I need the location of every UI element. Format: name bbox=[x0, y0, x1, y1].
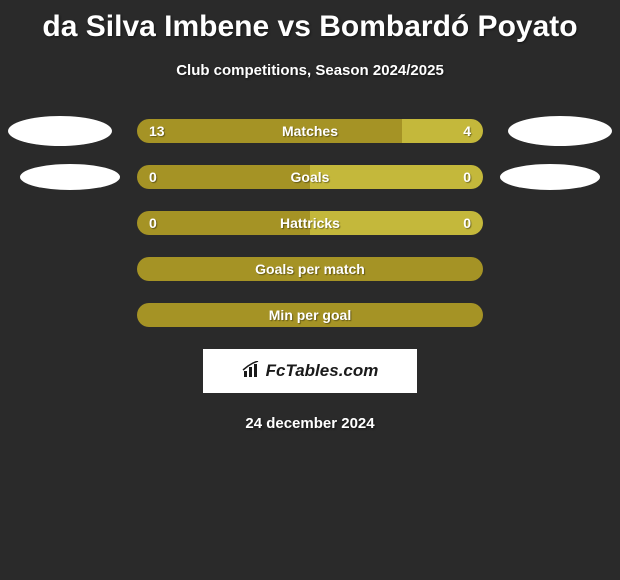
player1-avatar bbox=[20, 164, 120, 190]
subtitle: Club competitions, Season 2024/2025 bbox=[176, 62, 444, 79]
stat-row: Goals per match bbox=[0, 257, 620, 281]
stat-right-value: 0 bbox=[310, 165, 483, 189]
logo-box: FcTables.com bbox=[203, 349, 417, 393]
stat-bar: 00Hattricks bbox=[137, 211, 483, 235]
stat-bar: 134 Matches bbox=[137, 119, 483, 143]
stat-row: Min per goal bbox=[0, 303, 620, 327]
stat-row: 00Goals bbox=[0, 165, 620, 189]
stat-bar: 00Goals bbox=[137, 165, 483, 189]
stat-left-value: 13 bbox=[137, 119, 402, 143]
logo-text: FcTables.com bbox=[266, 361, 379, 381]
stat-row: 00Hattricks bbox=[0, 211, 620, 235]
logo-chart-icon bbox=[242, 361, 262, 382]
stat-label: Goals per match bbox=[137, 257, 483, 281]
stats-container: 134Matches00Goals00HattricksGoals per ma… bbox=[0, 119, 620, 327]
player2-avatar bbox=[500, 164, 600, 190]
stat-label: Matches bbox=[282, 123, 338, 139]
stat-label: Min per goal bbox=[137, 303, 483, 327]
player2-avatar bbox=[508, 116, 612, 146]
stat-label: Hattricks bbox=[280, 215, 340, 231]
page-title: da Silva Imbene vs Bombardó Poyato bbox=[42, 10, 577, 44]
stat-left-value: 0 bbox=[137, 165, 310, 189]
stat-row: 134 Matches bbox=[0, 119, 620, 143]
player1-avatar bbox=[8, 116, 112, 146]
stat-label: Goals bbox=[291, 169, 330, 185]
date-label: 24 december 2024 bbox=[245, 415, 374, 432]
stat-right-value: 4 bbox=[402, 119, 483, 143]
